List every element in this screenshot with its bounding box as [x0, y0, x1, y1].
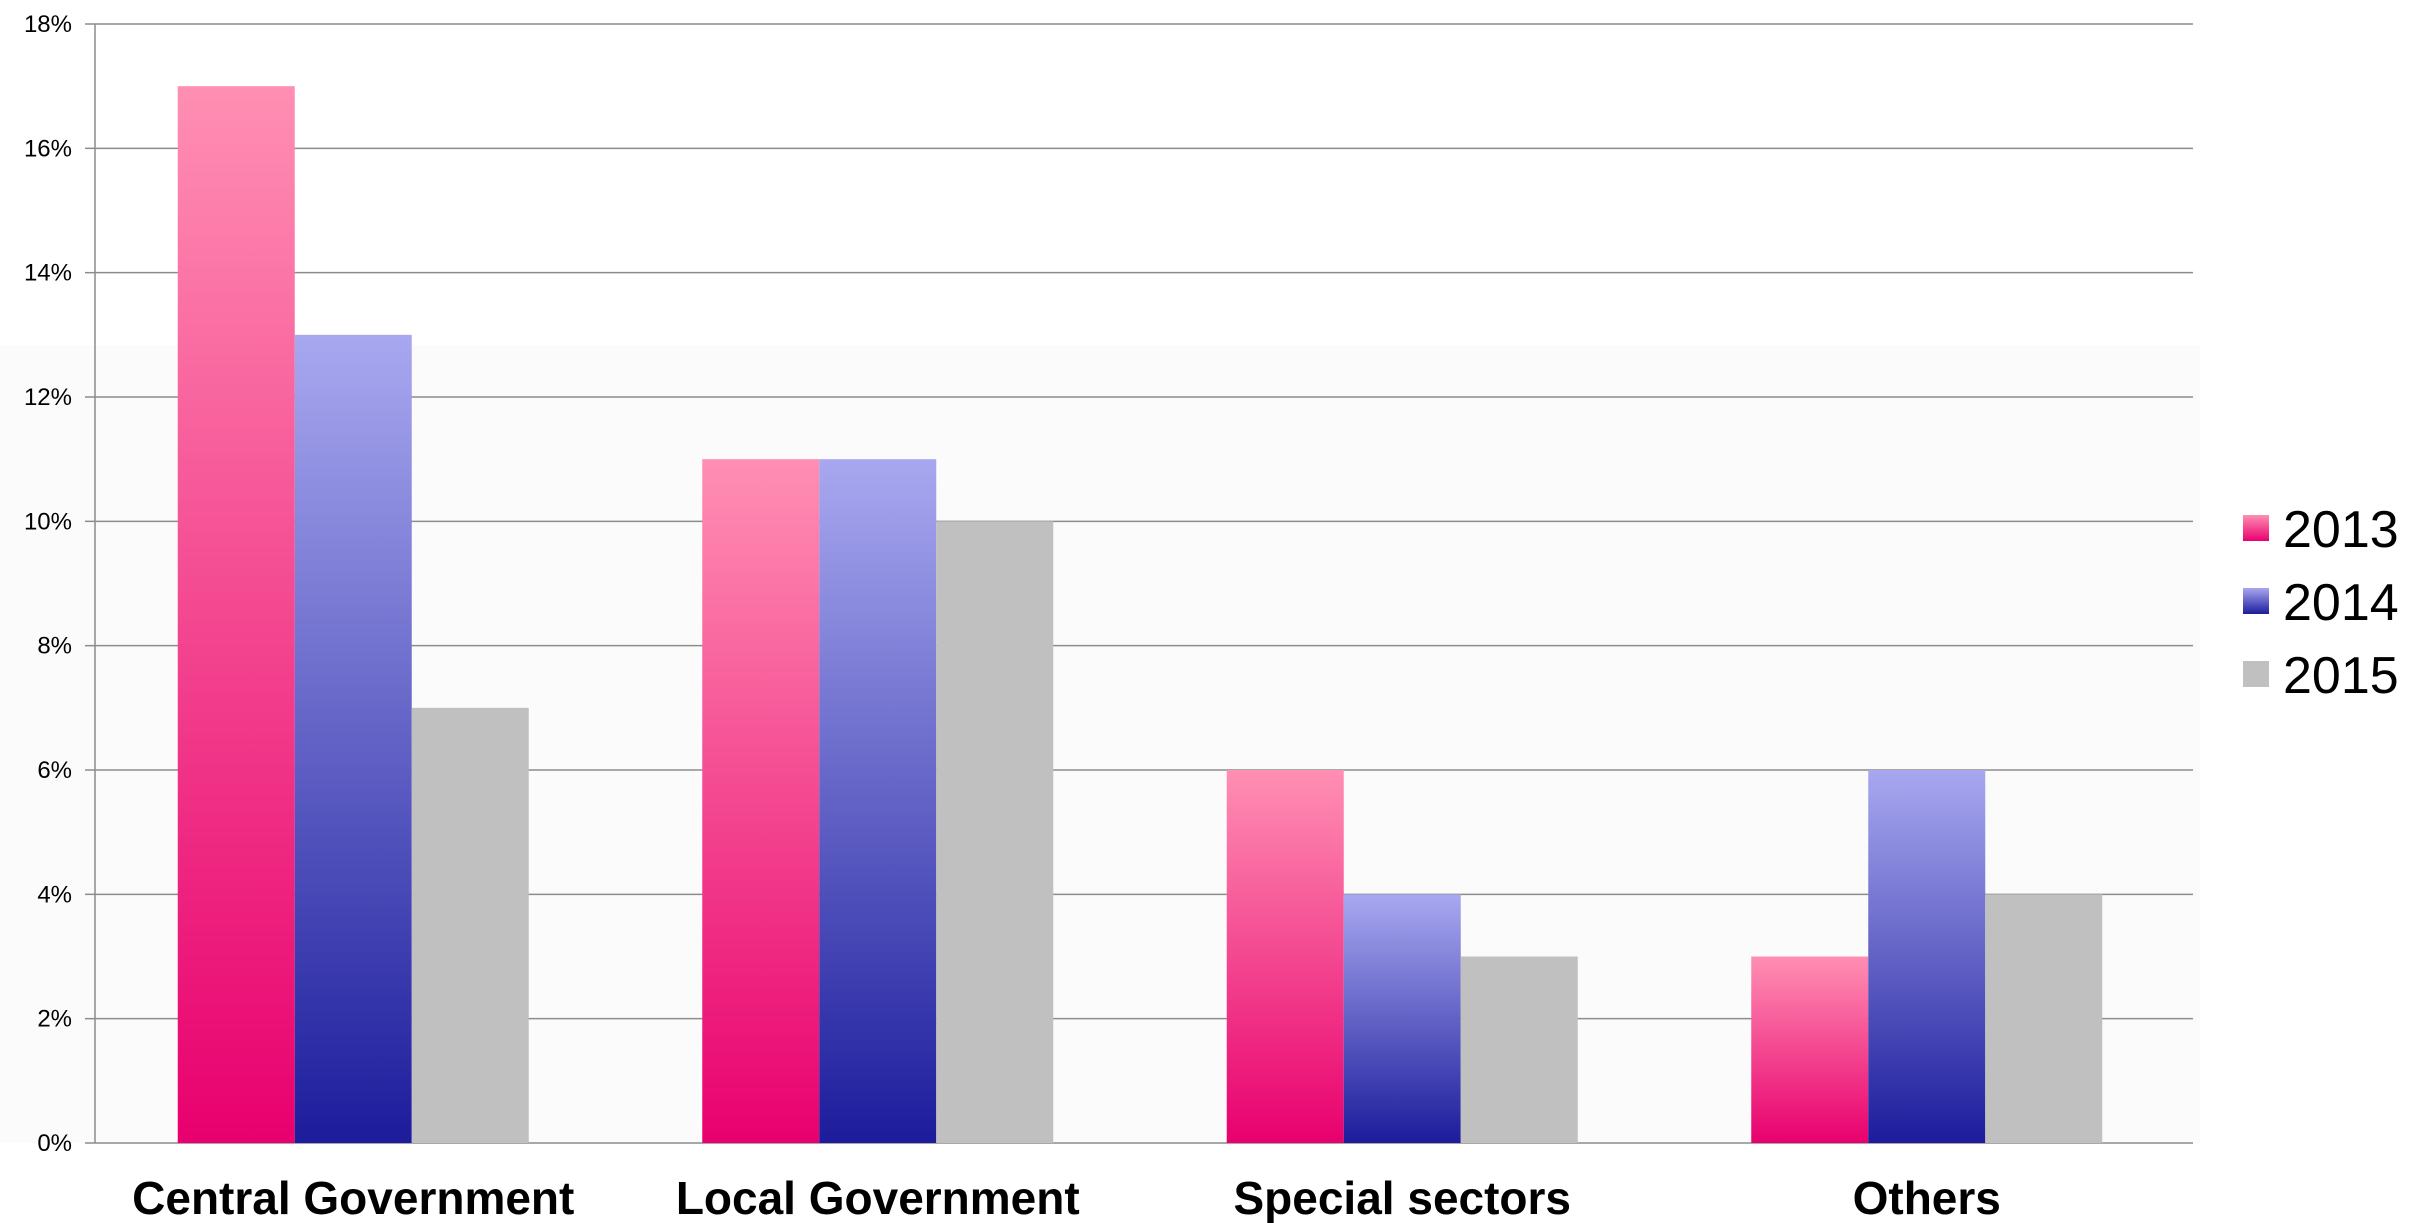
y-tick-label: 18%: [24, 11, 72, 38]
legend-swatch-2013: [2243, 515, 2269, 541]
bar-2015-special-sectors: [1460, 956, 1578, 1143]
bar-2014-special-sectors: [1343, 894, 1461, 1143]
y-tick-label: 4%: [37, 881, 72, 908]
bar-2015-others: [1985, 894, 2103, 1143]
y-tick-label: 14%: [24, 260, 72, 287]
y-tick-label: 16%: [24, 135, 72, 162]
y-tick-label: 6%: [37, 757, 72, 784]
y-axis-ticks: 0% 2% 4% 6% 8% 10% 12% 14% 16% 18%: [24, 11, 72, 1157]
legend-label-2013: 2013: [2283, 501, 2399, 559]
bar-2013-others: [1751, 956, 1869, 1143]
bar-2015-local-government: [936, 521, 1054, 1143]
y-tick-label: 10%: [24, 508, 72, 535]
x-category-label: Others: [1853, 1172, 2001, 1223]
y-tick-label: 8%: [37, 633, 72, 660]
x-category-label: Special sectors: [1233, 1172, 1571, 1223]
bar-2014-others: [1868, 770, 1986, 1143]
y-tick-label: 2%: [37, 1006, 72, 1033]
y-tick-label: 12%: [24, 384, 72, 411]
bar-2013-central-government: [177, 86, 295, 1144]
x-category-label: Central Government: [132, 1172, 574, 1223]
legend-label-2014: 2014: [2283, 574, 2399, 632]
y-tick-label: 0%: [37, 1130, 72, 1157]
bar-2015-central-government: [411, 707, 529, 1143]
legend-swatch-2014: [2243, 588, 2269, 614]
bars: [177, 86, 2103, 1144]
legend-swatch-2015: [2243, 661, 2269, 687]
legend: 2013 2014 2015: [2243, 501, 2399, 705]
x-category-label: Local Government: [676, 1172, 1080, 1223]
legend-label-2015: 2015: [2283, 647, 2399, 705]
bar-2014-local-government: [819, 459, 937, 1144]
x-axis-labels: Central Government Local Government Specia…: [132, 1172, 2001, 1223]
bar-2014-central-government: [294, 334, 412, 1143]
bar-2013-special-sectors: [1226, 770, 1344, 1143]
bar-2013-local-government: [702, 459, 820, 1144]
